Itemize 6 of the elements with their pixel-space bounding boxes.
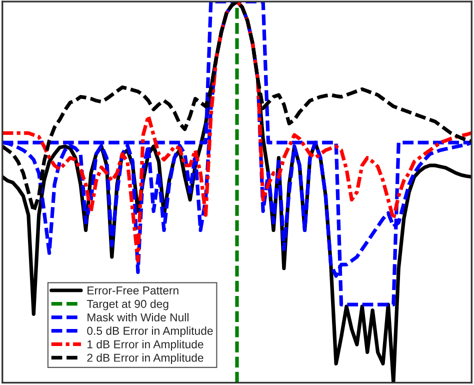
legend-label: Error-Free Pattern (88, 286, 178, 294)
legend-label: 0.5 dB Error in Amplitude (87, 326, 213, 338)
text: Target at 90 deg (86, 300, 168, 310)
legend-label: 1 dB Error in Amplitude (88, 340, 204, 351)
legend-label: Mask with Wide Null (88, 313, 188, 322)
legend-label: 2 dB Error in Amplitude (87, 353, 204, 364)
